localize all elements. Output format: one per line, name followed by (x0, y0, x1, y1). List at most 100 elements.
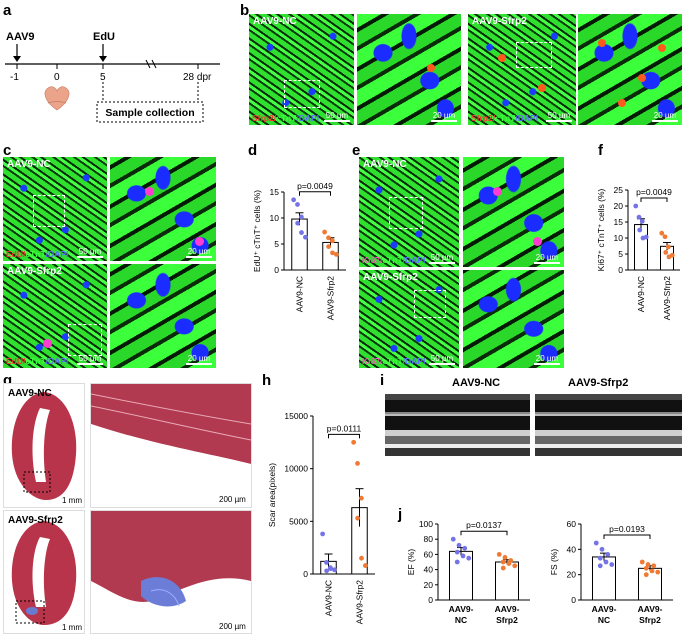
timeline-diagram: AAV9 EdU -1 0 5 28 dpr Sample collection (5, 31, 220, 123)
data-point (324, 568, 330, 574)
histo-g-sfrp2-overview: AAV9-Sfrp2 1 mm (3, 510, 85, 634)
echo-sfrp2-image (535, 392, 682, 456)
data-point (609, 562, 615, 567)
svg-text:200 µm: 200 µm (219, 622, 246, 631)
data-point (295, 202, 300, 207)
y-tick-label: 20 (424, 580, 434, 590)
sample-collection-label: Sample collection (105, 107, 194, 119)
stain-legend-b-right: Sfrp2/cTnT/DAPI (471, 113, 539, 123)
data-point (329, 238, 335, 244)
data-point (466, 555, 472, 561)
y-tick-label: 5 (618, 249, 623, 259)
panel-label-b: b (240, 2, 250, 19)
data-point (649, 568, 655, 574)
chart-d: 0 5 10 15 EdU⁺ cTnT⁺ cells (%) AAV9-NC AAV9-Sf… (252, 181, 346, 320)
y-tick-label: 40 (567, 544, 577, 554)
micro-b-nc-zoom: 20 µm (357, 14, 461, 125)
data-point (351, 439, 357, 445)
data-point (496, 552, 502, 557)
y-tick-label: 15000 (284, 411, 308, 421)
data-point (450, 536, 456, 542)
data-point (331, 567, 337, 573)
data-point (655, 569, 661, 575)
data-point (639, 559, 645, 565)
micro-c-sfrp2-overview: AAV9-Sfrp2 EdU/cTnT/DAPI 50 µm (3, 264, 107, 368)
data-point (362, 563, 368, 568)
svg-text:1 mm: 1 mm (62, 496, 82, 505)
data-point (456, 542, 462, 548)
tick-28: 28 dpr (183, 72, 212, 83)
data-point (295, 220, 301, 226)
y-tick-label: 0 (428, 595, 433, 605)
y-axis-label: Ki67⁺ cTnT⁺ cells (%) (596, 189, 606, 272)
y-tick-label: 60 (567, 519, 577, 529)
histo-g-sfrp2-zoom: 200 µm (90, 510, 252, 634)
y-axis-label: EF (%) (406, 549, 416, 576)
data-point (651, 563, 657, 569)
x-tick-label: NC (455, 615, 467, 625)
y-tick-label: 20 (567, 570, 577, 580)
x-tick-label: AAV9-Sfrp2 (662, 276, 672, 321)
data-point (669, 252, 675, 258)
y-axis-label: Scar area(pixels) (267, 463, 277, 527)
p-value: p=0.0193 (609, 524, 645, 534)
y-tick-label: 10 (270, 213, 280, 223)
data-point (643, 565, 649, 571)
x-tick-label: AAV9-NC (324, 580, 334, 616)
panel-label-a: a (3, 2, 12, 19)
x-tick-label: AAV9-NC (636, 276, 646, 312)
data-point (333, 252, 339, 257)
svg-text:200 µm: 200 µm (219, 495, 246, 504)
significance-bracket (460, 530, 508, 536)
data-point (643, 234, 649, 240)
y-tick-label: 0 (618, 265, 623, 275)
y-tick-label: 0 (303, 569, 308, 579)
micro-b-sfrp2-overview: AAV9-Sfrp2 Sfrp2/cTnT/DAPI 50 µm (468, 14, 576, 125)
data-point (659, 230, 665, 236)
p-value: p=0.0049 (636, 187, 672, 197)
x-tick-label: NC (598, 615, 610, 625)
micro-b-nc-overview: AAV9-NC Sfrp2/cTnT/DAPI 50 µm (249, 14, 354, 125)
data-point (355, 461, 360, 466)
data-point (597, 555, 603, 561)
tick-0: 0 (54, 72, 60, 83)
bar (291, 218, 308, 271)
micro-e-sfrp2-overview: AAV9-Sfrp2 Ki67/cTnT/DAPI 50 µm (359, 270, 459, 368)
y-tick-label: 5000 (289, 516, 308, 526)
micro-b-sfrp2-zoom: 20 µm (578, 14, 682, 125)
data-point (506, 561, 512, 566)
data-point (597, 563, 603, 569)
y-tick-label: 80 (424, 534, 434, 544)
y-tick-label: 10000 (284, 464, 308, 474)
data-point (359, 555, 364, 561)
data-point (326, 244, 332, 249)
stain-legend-b-left: Sfrp2/cTnT/DAPI (252, 113, 320, 123)
panel-label-f: f (598, 142, 603, 159)
heart-icon (44, 86, 70, 111)
data-point (645, 562, 651, 567)
data-point (639, 218, 645, 224)
p-value: p=0.0137 (466, 520, 502, 530)
chart-h: 0 5000 10000 15000 Scar area(pixels) AAV9-NC A… (267, 411, 375, 625)
y-axis-label: FS (%) (549, 549, 559, 576)
data-point (637, 227, 643, 233)
data-point (512, 563, 518, 569)
x-tick-label: AAV9-Sfrp2 (355, 580, 365, 625)
micro-e-sfrp2-zoom: 20 µm (463, 270, 564, 368)
significance-bracket (603, 534, 651, 539)
data-point (599, 546, 605, 552)
data-point (330, 250, 335, 256)
data-point (663, 250, 669, 255)
echo-sfrp2-title: AAV9-Sfrp2 (568, 377, 629, 389)
x-tick-label: AAV9- (449, 604, 474, 614)
data-point (302, 234, 308, 240)
x-tick-label: AAV9- (495, 604, 520, 614)
y-tick-label: 10 (614, 233, 624, 243)
svg-text:AAV9-Sfrp2: AAV9-Sfrp2 (8, 515, 63, 526)
micro-e-nc-overview: AAV9-NC Ki67/cTnT/DAPI 50 µm (359, 157, 459, 267)
data-point (643, 572, 649, 578)
x-tick-label: AAV9- (638, 604, 663, 614)
data-point (500, 559, 506, 565)
